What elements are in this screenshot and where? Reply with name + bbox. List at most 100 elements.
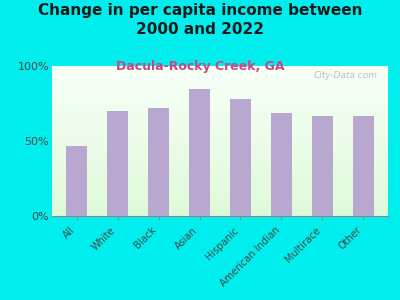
Bar (52, 99, 388, 100)
Bar (52, 160, 388, 162)
Bar (52, 136, 388, 138)
Bar (52, 156, 388, 158)
Bar (52, 102, 388, 104)
Text: Dacula-Rocky Creek, GA: Dacula-Rocky Creek, GA (116, 60, 284, 73)
Bar (52, 214, 388, 216)
Bar (52, 68, 388, 69)
Bar (52, 100, 388, 102)
Bar (189, 88, 210, 216)
Bar (52, 164, 388, 165)
Bar (52, 206, 388, 207)
Bar (52, 200, 388, 201)
Bar (52, 186, 388, 188)
Bar (52, 190, 388, 192)
Bar (52, 174, 388, 176)
Bar (66, 146, 87, 216)
Bar (52, 122, 388, 123)
Bar (230, 99, 251, 216)
Bar (52, 90, 388, 92)
Bar (52, 212, 388, 213)
Text: Change in per capita income between
2000 and 2022: Change in per capita income between 2000… (38, 3, 362, 37)
Bar (52, 188, 388, 189)
Bar (52, 138, 388, 140)
Bar (52, 146, 388, 147)
Bar (52, 176, 388, 177)
Bar (52, 168, 388, 170)
Bar (52, 140, 388, 141)
Bar (52, 172, 388, 174)
Bar (52, 177, 388, 178)
Bar (52, 183, 388, 184)
Bar (52, 94, 388, 96)
Bar (52, 180, 388, 182)
Bar (52, 118, 388, 120)
Bar (52, 201, 388, 202)
Bar (52, 169, 388, 171)
Bar (52, 96, 388, 98)
Bar (52, 126, 388, 128)
Bar (52, 152, 388, 153)
Bar (52, 98, 388, 99)
Bar (52, 81, 388, 82)
Bar (52, 171, 388, 172)
Bar (52, 198, 388, 200)
Bar (52, 72, 388, 74)
Bar (52, 158, 388, 159)
Bar (52, 106, 388, 108)
Bar (52, 182, 388, 183)
Bar (52, 75, 388, 76)
Bar (52, 192, 388, 194)
Bar (52, 141, 388, 142)
Bar (52, 130, 388, 132)
Bar (353, 116, 374, 216)
Bar (52, 153, 388, 154)
Bar (52, 134, 388, 135)
Bar (52, 82, 388, 84)
Bar (52, 105, 388, 106)
Bar (52, 93, 388, 94)
Bar (52, 124, 388, 126)
Bar (52, 78, 388, 80)
Bar (52, 74, 388, 75)
Bar (52, 117, 388, 118)
Bar (52, 150, 388, 152)
Bar (52, 123, 388, 124)
Bar (52, 87, 388, 88)
Bar (52, 162, 388, 164)
Bar (52, 135, 388, 136)
Bar (52, 76, 388, 78)
Bar (52, 178, 388, 180)
Bar (52, 196, 388, 198)
Bar (52, 110, 388, 111)
Bar (52, 159, 388, 160)
Bar (52, 80, 388, 81)
Bar (52, 210, 388, 212)
Bar (312, 116, 333, 216)
Bar (271, 112, 292, 216)
Bar (52, 142, 388, 144)
Bar (52, 165, 388, 166)
Bar (107, 111, 128, 216)
Bar (52, 213, 388, 214)
Bar (52, 154, 388, 156)
Bar (52, 132, 388, 134)
Bar (52, 66, 388, 68)
Bar (52, 184, 388, 186)
Bar (52, 128, 388, 129)
Bar (52, 147, 388, 148)
Bar (52, 208, 388, 210)
Bar (52, 204, 388, 206)
Text: City-Data.com: City-Data.com (314, 70, 378, 80)
Bar (52, 120, 388, 122)
Bar (52, 189, 388, 190)
Bar (52, 148, 388, 150)
Bar (52, 84, 388, 86)
Bar (52, 195, 388, 196)
Bar (148, 108, 169, 216)
Bar (52, 70, 388, 72)
Bar (52, 114, 388, 116)
Bar (52, 69, 388, 70)
Bar (52, 103, 388, 105)
Bar (52, 88, 388, 90)
Bar (52, 92, 388, 93)
